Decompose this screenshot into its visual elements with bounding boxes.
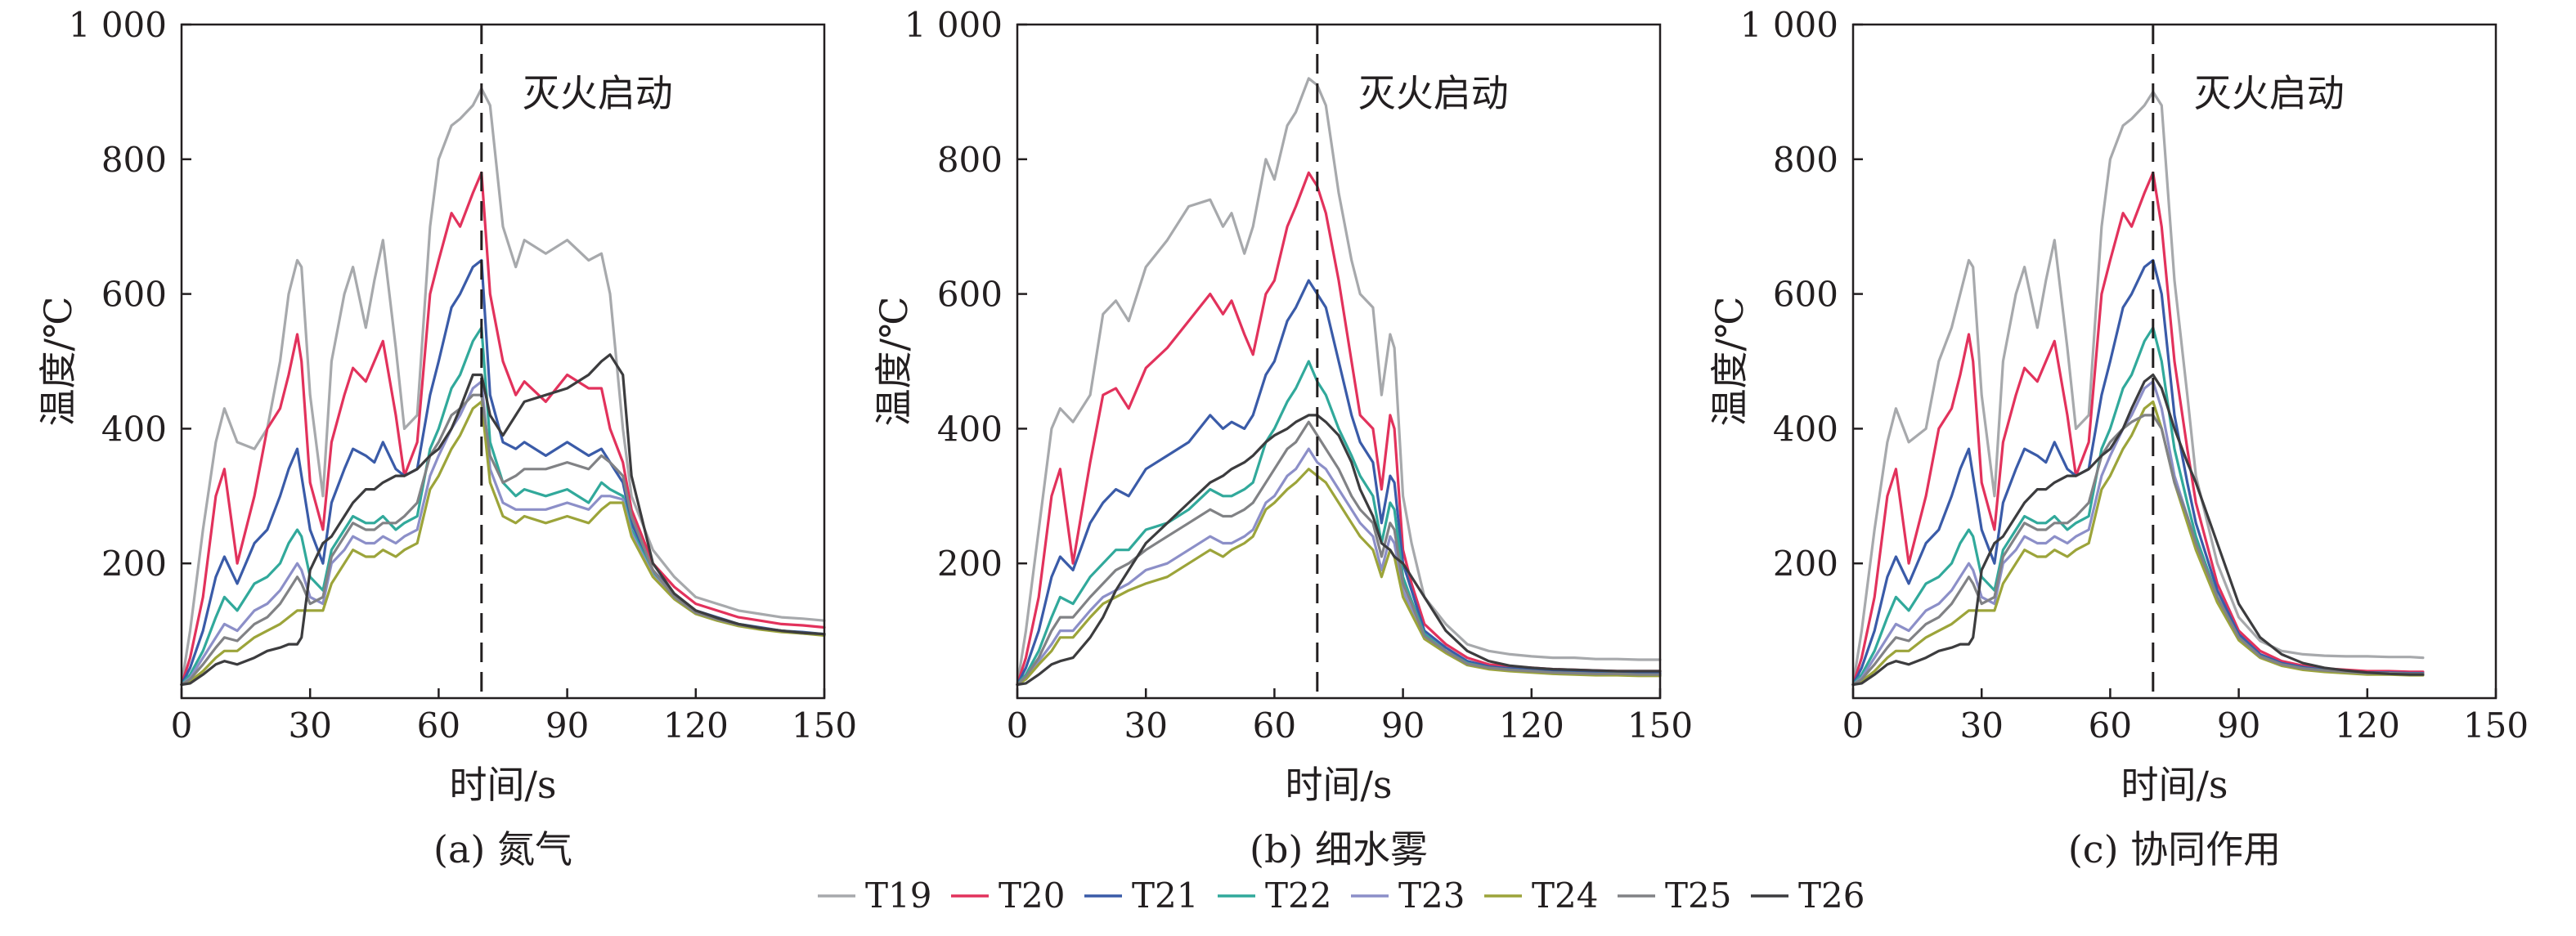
series-line-t20	[1851, 171, 2425, 687]
series-line-t22	[1016, 360, 1662, 687]
series-line-t19	[1016, 77, 1662, 687]
legend: T19 T20 T21 T22 T23 T24 T25 T26	[818, 876, 1865, 916]
x-tick-label: 120	[2335, 705, 2400, 746]
x-tick-label: 150	[792, 705, 857, 746]
x-tick-label: 90	[2217, 705, 2260, 746]
series-line-t25	[1016, 420, 1662, 687]
y-tick-label: 600	[1773, 275, 1838, 315]
x-tick-label: 0	[1007, 705, 1029, 746]
legend-label: T26	[1798, 876, 1865, 916]
series-line-t25	[1851, 414, 2425, 687]
panel-caption: (c) 协同作用	[2068, 827, 2281, 871]
series-line-t24	[1851, 400, 2425, 687]
y-tick-label: 200	[101, 544, 167, 584]
series-line-t20	[1016, 171, 1662, 687]
legend-label: T21	[1132, 876, 1198, 916]
y-tick-label: 1 000	[69, 5, 167, 45]
x-tick-label: 30	[1124, 705, 1167, 746]
series-line-t19	[1851, 90, 2425, 687]
legend-item-t22: T22	[1218, 876, 1331, 916]
series-line-t25	[180, 393, 826, 687]
legend-item-t26: T26	[1751, 876, 1865, 916]
series-line-t24	[180, 400, 826, 687]
x-tick-label: 30	[1959, 705, 2003, 746]
legend-label: T22	[1265, 876, 1331, 916]
panel-caption: (b) 细水雾	[1250, 827, 1428, 871]
y-tick-label: 200	[1773, 544, 1838, 584]
y-tick-label: 1 000	[904, 5, 1003, 45]
y-tick-label: 400	[1773, 409, 1838, 449]
legend-item-t23: T23	[1351, 876, 1465, 916]
y-tick-label: 800	[101, 140, 167, 180]
y-axis-title: 温度/℃	[872, 297, 916, 427]
x-axis-title: 时间/s	[2120, 763, 2228, 807]
plot-frame	[180, 23, 826, 700]
y-tick-label: 800	[1773, 140, 1838, 180]
y-axis-title: 温度/℃	[36, 297, 80, 427]
legend-label: T23	[1398, 876, 1465, 916]
series-line-t26	[180, 353, 826, 687]
x-axis-title: 时间/s	[1285, 763, 1392, 807]
series-line-t19	[180, 87, 826, 687]
annotation-label: 灭火启动	[523, 71, 673, 115]
y-axis-title: 温度/℃	[1708, 297, 1752, 427]
x-tick-label: 0	[1842, 705, 1865, 746]
x-tick-label: 30	[288, 705, 331, 746]
y-tick-label: 600	[937, 275, 1003, 315]
y-tick-label: 200	[937, 544, 1003, 584]
series-line-t21	[1016, 279, 1662, 687]
series-line-t23	[180, 380, 826, 687]
y-tick-label: 800	[937, 140, 1003, 180]
series-line-t26	[1851, 373, 2425, 687]
legend-label: T19	[865, 876, 931, 916]
legend-item-t19: T19	[818, 876, 931, 916]
legend-item-t21: T21	[1084, 876, 1198, 916]
series-line-t21	[1851, 258, 2425, 687]
legend-item-t25: T25	[1618, 876, 1731, 916]
legend-item-t20: T20	[951, 876, 1065, 916]
y-tick-label: 400	[937, 409, 1003, 449]
x-tick-label: 120	[663, 705, 729, 746]
legend-label: T20	[999, 876, 1065, 916]
annotation-label: 灭火启动	[1358, 71, 1509, 115]
y-tick-label: 600	[101, 275, 167, 315]
x-tick-label: 60	[1253, 705, 1296, 746]
series-line-t26	[1016, 414, 1662, 687]
y-tick-label: 1 000	[1740, 5, 1838, 45]
annotation-label: 灭火启动	[2194, 71, 2345, 115]
x-tick-label: 150	[2463, 705, 2529, 746]
plot-frame	[1851, 23, 2497, 700]
panel-caption: (a) 氮气	[433, 827, 572, 871]
series-line-t22	[180, 326, 826, 687]
x-tick-label: 0	[171, 705, 193, 746]
x-axis-title: 时间/s	[449, 763, 556, 807]
series-line-t24	[1016, 468, 1662, 687]
x-tick-label: 90	[1381, 705, 1425, 746]
series-line-t23	[1016, 447, 1662, 687]
x-tick-label: 120	[1499, 705, 1564, 746]
x-tick-label: 90	[545, 705, 589, 746]
x-tick-label: 60	[2089, 705, 2132, 746]
plot-frame	[1016, 23, 1662, 700]
legend-label: T24	[1532, 876, 1598, 916]
legend-item-t24: T24	[1484, 876, 1598, 916]
x-tick-label: 150	[1627, 705, 1693, 746]
y-tick-label: 400	[101, 409, 167, 449]
legend-label: T25	[1665, 876, 1731, 916]
x-tick-label: 60	[417, 705, 460, 746]
